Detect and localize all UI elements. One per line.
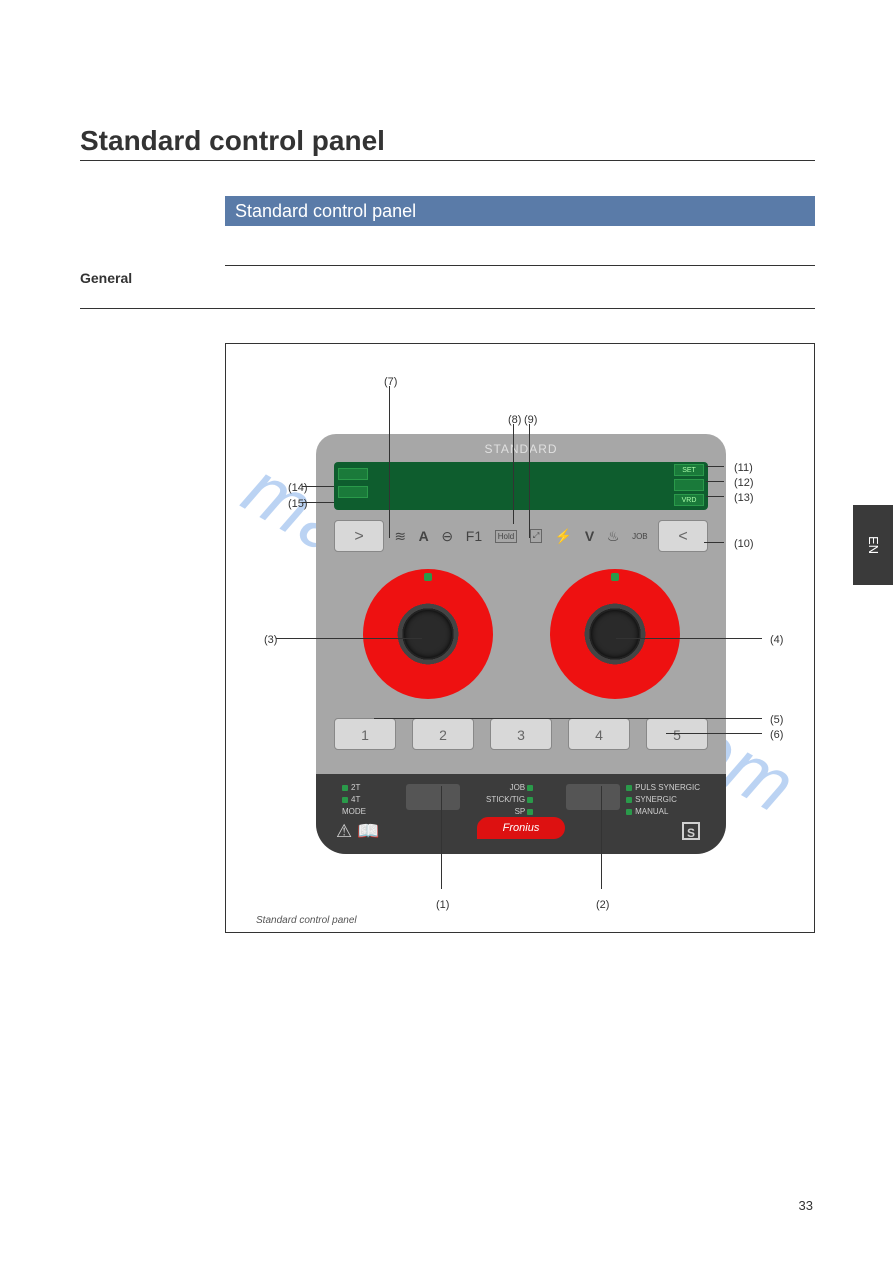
callout-line	[441, 786, 442, 889]
nav-left-button[interactable]: <	[658, 520, 708, 552]
mode-button[interactable]	[406, 784, 460, 810]
callout-8: (8)	[508, 414, 521, 426]
icon-hold: Hold	[495, 530, 517, 543]
easyjob-1[interactable]: 1	[334, 718, 396, 750]
callout-line	[706, 481, 724, 482]
label-man: MANUAL	[635, 807, 668, 816]
callout-1: (1)	[436, 899, 449, 911]
callout-9: (9)	[524, 414, 537, 426]
callout-2: (2)	[596, 899, 609, 911]
figure-caption: Standard control panel	[256, 915, 357, 926]
easyjob-2[interactable]: 2	[412, 718, 474, 750]
callout-14: (14)	[288, 482, 308, 494]
page-title: Standard control panel	[80, 125, 385, 157]
mid-labels: JOB STICK/TIG SP	[486, 782, 536, 818]
icon-arc: ⚡	[555, 528, 572, 545]
indicator-set: SET	[674, 464, 704, 476]
callout-line	[616, 638, 762, 639]
callout-line	[276, 638, 422, 639]
dial-right-led	[611, 573, 619, 581]
label-syn: SYNERGIC	[635, 795, 677, 804]
panel-model-label: STANDARD	[316, 442, 726, 456]
callout-3: (3)	[264, 634, 277, 646]
icon-f1: F1	[466, 528, 482, 544]
rule-sub2	[80, 308, 815, 309]
indicator-kl	[674, 479, 704, 491]
callout-line	[302, 486, 334, 487]
callout-7: (7)	[384, 376, 397, 388]
easyjob-5[interactable]: 5	[646, 718, 708, 750]
panel-diagram: manualshive.com STANDARD SET VRD > ≋ A ⊖…	[225, 343, 815, 933]
icon-job: JOB	[632, 532, 648, 541]
fronius-logo: Fronius	[477, 817, 565, 839]
process-labels: PULS SYNERGIC SYNERGIC MANUAL	[626, 782, 700, 818]
warning-icon: ⚠ 📖	[336, 821, 380, 842]
callout-line	[666, 733, 762, 734]
page-number: 33	[799, 1198, 813, 1213]
label-sp: SP	[515, 807, 526, 816]
nav-right-button[interactable]: >	[334, 520, 384, 552]
callout-line	[374, 718, 762, 719]
language-tab: EN	[853, 505, 893, 585]
easyjob-3[interactable]: 3	[490, 718, 552, 750]
callout-line	[706, 496, 724, 497]
indicator-left-1	[338, 468, 368, 480]
indicator-left-2	[338, 486, 368, 498]
icon-transition: ⤢	[530, 529, 542, 543]
callout-line	[513, 424, 514, 524]
callout-line	[302, 502, 334, 503]
s-badge: S	[682, 822, 700, 840]
label-2t: 2T	[351, 783, 360, 792]
callout-15: (15)	[288, 498, 308, 510]
label-mode: MODE	[342, 807, 366, 816]
icon-current: A	[419, 528, 429, 544]
callout-line	[704, 542, 724, 543]
callout-line	[601, 786, 602, 889]
label-4t: 4T	[351, 795, 360, 804]
label-puls: PULS SYNERGIC	[635, 783, 700, 792]
dial-left-led	[424, 573, 432, 581]
bottom-strip: 2T 4T MODE JOB STICK/TIG SP PULS SYNERGI…	[316, 774, 726, 854]
easyjob-4[interactable]: 4	[568, 718, 630, 750]
icon-droplet: ♨	[607, 528, 620, 545]
icon-thickness: ⊖	[441, 528, 453, 545]
dial-row	[334, 564, 708, 704]
callout-6: (6)	[770, 729, 783, 741]
icon-wire: ≋	[394, 528, 406, 545]
mode-labels: 2T 4T MODE	[342, 782, 366, 818]
parameter-row: > ≋ A ⊖ F1 Hold ⤢ ⚡ V ♨ JOB <	[334, 518, 708, 554]
callout-11: (11)	[734, 462, 753, 474]
process-button[interactable]	[566, 784, 620, 810]
easyjob-row: 1 2 3 4 5	[334, 718, 708, 754]
callout-5: (5)	[770, 714, 783, 726]
indicator-vrd: VRD	[674, 494, 704, 506]
rule-top	[80, 160, 815, 161]
icon-voltage: V	[585, 528, 594, 544]
callout-line	[529, 424, 530, 538]
section-bar: Standard control panel	[225, 196, 815, 226]
lcd-display: SET VRD	[334, 462, 708, 510]
callout-4: (4)	[770, 634, 783, 646]
callout-13: (13)	[734, 492, 754, 504]
dial-left[interactable]	[363, 569, 493, 699]
callout-12: (12)	[734, 477, 754, 489]
rule-sub	[225, 265, 815, 266]
label-sticktig: STICK/TIG	[486, 795, 525, 804]
subtitle: General	[80, 270, 132, 286]
control-panel: STANDARD SET VRD > ≋ A ⊖ F1 Hold ⤢ ⚡ V ♨…	[316, 434, 726, 854]
dial-right[interactable]	[550, 569, 680, 699]
parameter-icons: ≋ A ⊖ F1 Hold ⤢ ⚡ V ♨ JOB	[388, 528, 654, 545]
callout-10: (10)	[734, 538, 754, 550]
callout-line	[706, 466, 724, 467]
callout-line	[389, 386, 390, 538]
label-job: JOB	[510, 783, 526, 792]
